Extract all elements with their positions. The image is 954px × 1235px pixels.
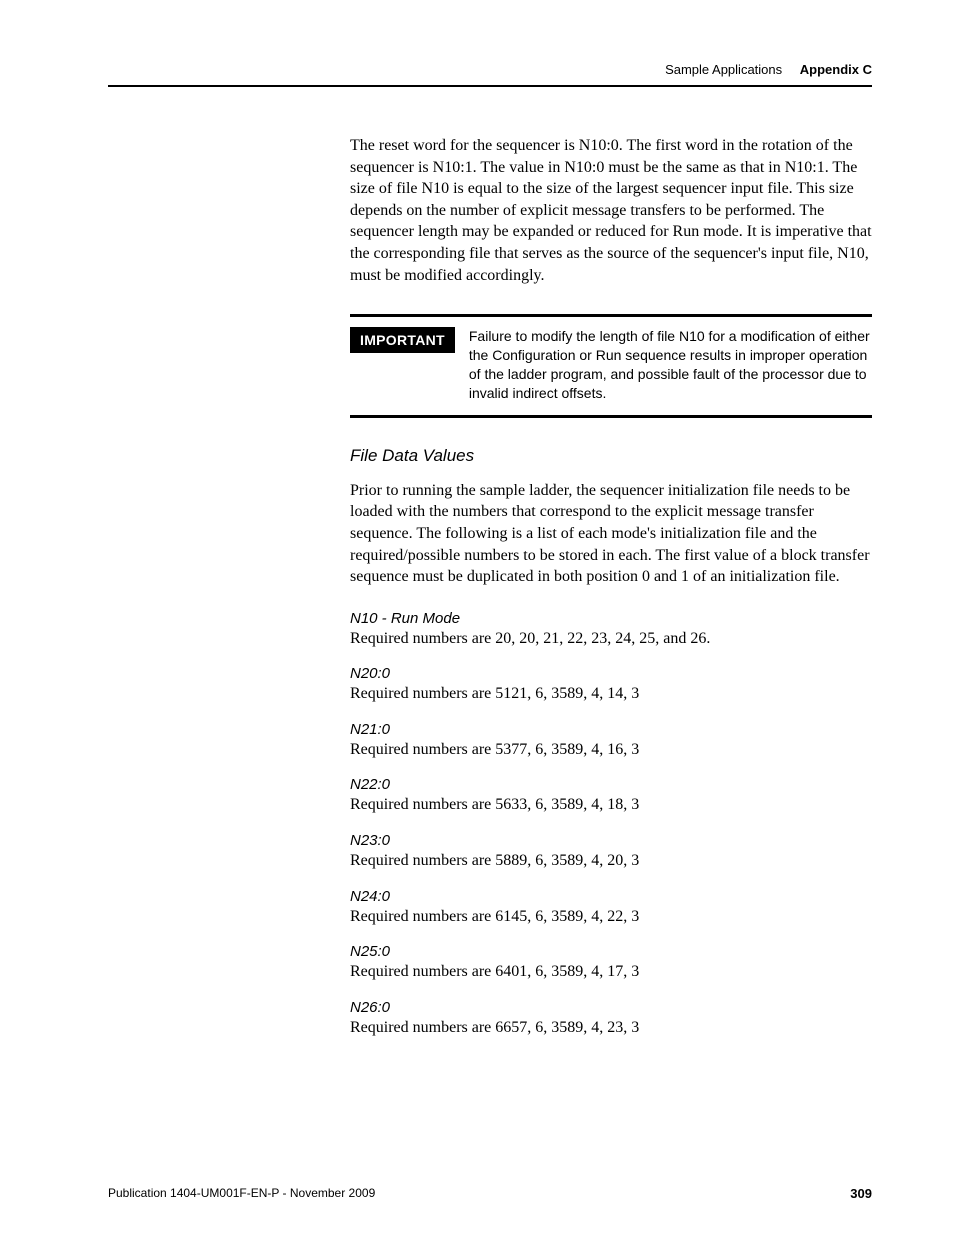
entry-n21: N21:0 Required numbers are 5377, 6, 3589… bbox=[350, 721, 872, 761]
file-data-heading: File Data Values bbox=[350, 446, 872, 466]
entry-n10: N10 - Run Mode Required numbers are 20, … bbox=[350, 610, 872, 650]
entry-n25: N25:0 Required numbers are 6401, 6, 3589… bbox=[350, 943, 872, 983]
entry-heading: N25:0 bbox=[350, 943, 872, 960]
entry-heading: N24:0 bbox=[350, 888, 872, 905]
entry-body: Required numbers are 6657, 6, 3589, 4, 2… bbox=[350, 1017, 872, 1039]
entry-body: Required numbers are 20, 20, 21, 22, 23,… bbox=[350, 628, 872, 650]
entry-heading: N20:0 bbox=[350, 665, 872, 682]
important-callout: IMPORTANT Failure to modify the length o… bbox=[350, 314, 872, 418]
entry-heading: N23:0 bbox=[350, 832, 872, 849]
file-data-body: Prior to running the sample ladder, the … bbox=[350, 480, 872, 588]
entry-n22: N22:0 Required numbers are 5633, 6, 3589… bbox=[350, 776, 872, 816]
entry-n20: N20:0 Required numbers are 5121, 6, 3589… bbox=[350, 665, 872, 705]
entry-body: Required numbers are 5377, 6, 3589, 4, 1… bbox=[350, 739, 872, 761]
entry-n26: N26:0 Required numbers are 6657, 6, 3589… bbox=[350, 999, 872, 1039]
header-rule bbox=[108, 85, 872, 87]
header-appendix-text: Appendix C bbox=[800, 62, 872, 77]
footer-publication: Publication 1404-UM001F-EN-P - November … bbox=[108, 1186, 375, 1201]
entry-body: Required numbers are 5889, 6, 3589, 4, 2… bbox=[350, 850, 872, 872]
page-container: Sample Applications Appendix C The reset… bbox=[0, 0, 954, 1078]
callout-label: IMPORTANT bbox=[350, 327, 455, 353]
entry-body: Required numbers are 6401, 6, 3589, 4, 1… bbox=[350, 961, 872, 983]
header-section-text: Sample Applications bbox=[665, 62, 782, 77]
entry-body: Required numbers are 5121, 6, 3589, 4, 1… bbox=[350, 683, 872, 705]
page-footer: Publication 1404-UM001F-EN-P - November … bbox=[108, 1186, 872, 1201]
entry-heading: N26:0 bbox=[350, 999, 872, 1016]
intro-paragraph: The reset word for the sequencer is N10:… bbox=[350, 135, 872, 286]
entry-heading: N21:0 bbox=[350, 721, 872, 738]
running-header: Sample Applications Appendix C bbox=[108, 62, 872, 77]
footer-page-number: 309 bbox=[850, 1186, 872, 1201]
entry-n24: N24:0 Required numbers are 6145, 6, 3589… bbox=[350, 888, 872, 928]
entry-body: Required numbers are 6145, 6, 3589, 4, 2… bbox=[350, 906, 872, 928]
content-area: The reset word for the sequencer is N10:… bbox=[350, 135, 872, 1038]
entry-heading: N10 - Run Mode bbox=[350, 610, 872, 627]
callout-text: Failure to modify the length of file N10… bbox=[469, 327, 872, 403]
entry-body: Required numbers are 5633, 6, 3589, 4, 1… bbox=[350, 794, 872, 816]
entry-n23: N23:0 Required numbers are 5889, 6, 3589… bbox=[350, 832, 872, 872]
entry-heading: N22:0 bbox=[350, 776, 872, 793]
